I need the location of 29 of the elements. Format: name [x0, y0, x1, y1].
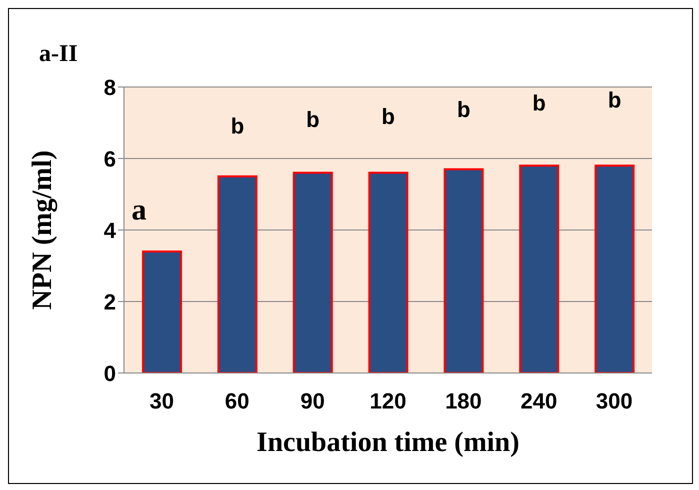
bar [444, 168, 484, 373]
x-tick-label: 60 [224, 388, 250, 414]
annotation: b [532, 90, 546, 116]
x-tick-label: 180 [445, 388, 482, 414]
y-axis-title: NPN (mg/ml) [26, 150, 58, 310]
x-axis-title: Incubation time (min) [256, 427, 520, 458]
y-tick-label: 8 [104, 74, 116, 100]
bar [594, 164, 635, 373]
annotation: b [306, 106, 320, 132]
x-tick-label: 90 [300, 388, 325, 414]
bar [217, 175, 258, 373]
x-tick-label: 300 [596, 388, 633, 414]
x-tick-label: 30 [149, 388, 174, 414]
y-tick-label: 4 [104, 218, 117, 243]
annotation: b [456, 97, 470, 122]
bar [368, 172, 408, 373]
y-tick-label: 2 [104, 289, 116, 314]
annotation: b [382, 104, 396, 129]
annotation: b [608, 88, 622, 113]
annotation: b [230, 113, 244, 138]
bar [519, 164, 560, 373]
chart-title: a-II [39, 41, 78, 68]
x-tick-label: 120 [370, 388, 406, 414]
y-tick-label: 0 [104, 360, 116, 386]
bar [142, 250, 182, 373]
x-tick-label: 240 [520, 388, 558, 414]
annotation: a [132, 193, 146, 226]
bar [292, 172, 333, 373]
y-tick-label: 6 [104, 146, 116, 172]
